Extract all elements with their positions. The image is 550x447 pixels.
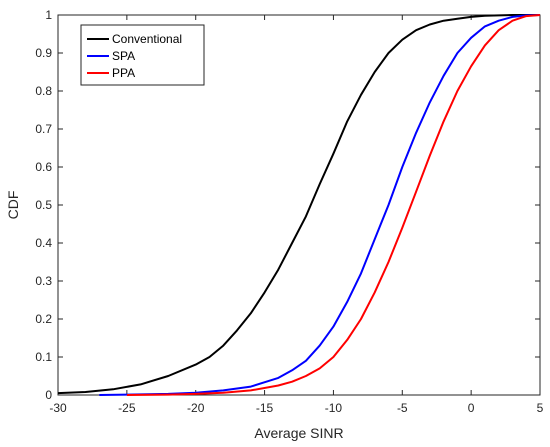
y-axis: 0 0.1 0.2 0.3 0.4 0.5 0.6 0.7 0.8 0.9 1 (35, 8, 540, 402)
x-tick-label: 5 (537, 401, 544, 415)
y-tick-label: 0.9 (35, 46, 52, 60)
x-tick-label: -30 (49, 401, 67, 415)
y-tick-label: 0.5 (35, 198, 52, 212)
x-axis-label: Average SINR (254, 425, 343, 441)
y-tick-label: 0.8 (35, 84, 52, 98)
x-tick-label: -15 (256, 401, 274, 415)
y-tick-label: 0.2 (35, 312, 52, 326)
x-tick-label: -10 (325, 401, 343, 415)
x-tick-label: -20 (187, 401, 205, 415)
legend-label: Conventional (112, 32, 182, 46)
y-tick-label: 0.7 (35, 122, 52, 136)
legend-label: SPA (112, 49, 135, 63)
series-lines (57, 14, 541, 396)
series-line-conventional (57, 14, 540, 395)
y-tick-label: 0 (45, 388, 52, 402)
y-tick-label: 0.4 (35, 236, 52, 250)
series-line-ppa (126, 14, 541, 396)
legend: Conventional SPA PPA (80, 24, 205, 86)
x-axis: -30 -25 -20 -15 -10 -5 0 5 (49, 15, 544, 415)
y-tick-label: 0.1 (35, 350, 52, 364)
y-tick-label: 1 (45, 8, 52, 22)
x-tick-label: 0 (468, 401, 475, 415)
y-tick-label: 0.3 (35, 274, 52, 288)
x-tick-label: -5 (397, 401, 408, 415)
legend-label: PPA (112, 66, 135, 80)
series-line-spa (99, 14, 541, 396)
x-tick-label: -25 (118, 401, 136, 415)
y-tick-label: 0.6 (35, 160, 52, 174)
y-axis-label: CDF (5, 191, 21, 220)
